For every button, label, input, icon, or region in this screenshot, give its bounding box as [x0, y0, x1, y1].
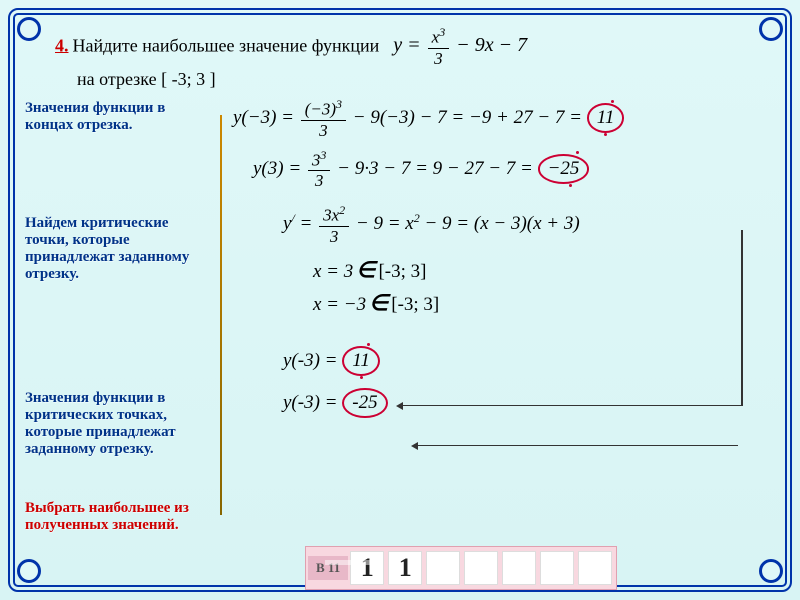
task-text-1: Найдите наибольшее значение функции [73, 35, 380, 55]
equation-2: y(3) = 333 − 9·3 − 7 = 9 − 27 − 7 = −25 [253, 148, 765, 192]
answer-cell-empty [578, 551, 612, 585]
answer-cell-empty [502, 551, 536, 585]
task-number: 4. [55, 35, 69, 55]
critical-point-2: x = −3∈[-3; 3] [313, 290, 765, 316]
task-row: 4. Найдите наибольшее значение функции y… [55, 25, 765, 90]
derivative: y/ = 3x23 − 9 = x2 − 9 = (x − 3)(x + 3) [283, 203, 765, 247]
answer-box: В 11 1 1 [305, 546, 617, 590]
circled-result-neg25: −25 [538, 154, 590, 184]
math-area: y(−3) = (−3)33 − 9(−3) − 7 = −9 + 27 − 7… [233, 90, 765, 425]
step-2-label: Найдем критические точки, которые принад… [25, 215, 210, 283]
circled-value-neg25: -25 [342, 388, 387, 418]
arrow-1-vert [741, 230, 743, 405]
critical-point-1: x = 3∈[-3; 3] [313, 257, 765, 283]
answer-cell-empty [540, 551, 574, 585]
step-3-label: Значения функции в критических точках, к… [25, 390, 215, 458]
separator-line [220, 115, 222, 515]
equation-1: y(−3) = (−3)33 − 9(−3) − 7 = −9 + 27 − 7… [233, 97, 765, 141]
slide-container: 4. Найдите наибольшее значение функции y… [0, 0, 800, 600]
answer-cell-empty [426, 551, 460, 585]
step-4-label: Выбрать наибольшее из полученных значени… [25, 500, 255, 534]
value-2: y(-3) = -25 [283, 388, 765, 418]
answer-cell-1: 1 [350, 551, 384, 585]
value-1: y(-3) = 11 [283, 346, 765, 376]
answer-cell-empty [464, 551, 498, 585]
slide-indicator [325, 560, 375, 565]
step-1-label: Значения функции в концах отрезка. [25, 100, 215, 134]
circled-result-11: 11 [587, 103, 625, 133]
circled-value-11: 11 [342, 346, 380, 376]
arrow-2 [413, 445, 738, 446]
main-formula: y = x33 − 9x − 7 [393, 34, 527, 56]
content-area: 4. Найдите наибольшее значение функции y… [25, 20, 775, 580]
arrow-1 [398, 405, 743, 406]
answer-cell-2: 1 [388, 551, 422, 585]
task-text-2: на отрезке [ -3; 3 ] [77, 69, 765, 90]
